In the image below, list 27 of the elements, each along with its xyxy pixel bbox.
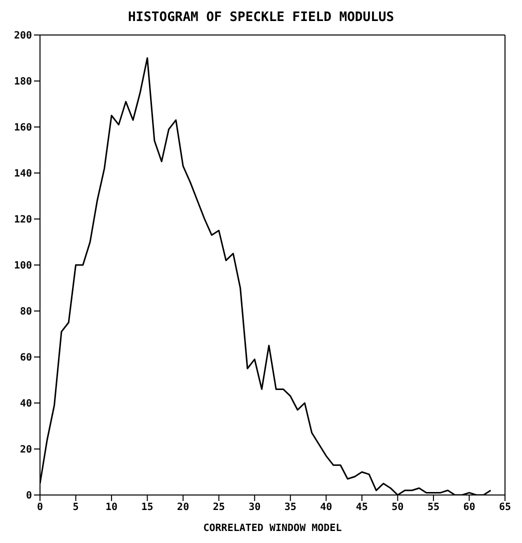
y-tick-label: 40 xyxy=(20,398,32,410)
x-tick-label: 50 xyxy=(392,502,404,514)
y-tick-label: 160 xyxy=(14,122,32,134)
x-tick-label: 5 xyxy=(72,502,79,514)
x-tick-label: 60 xyxy=(463,502,476,514)
x-tick-label: 55 xyxy=(427,502,440,514)
y-tick-label: 0 xyxy=(26,490,32,502)
x-tick-label: 40 xyxy=(320,502,332,514)
x-axis-title: CORRELATED WINDOW MODEL xyxy=(203,523,342,534)
x-tick-label: 20 xyxy=(177,502,190,514)
x-tick-label: 0 xyxy=(36,502,44,514)
y-tick-label: 200 xyxy=(14,30,32,42)
x-tick-label: 45 xyxy=(356,502,368,514)
x-tick-label: 35 xyxy=(284,502,296,514)
y-tick-label: 60 xyxy=(20,352,32,364)
y-tick-label: 80 xyxy=(20,306,32,318)
x-tick-label: 15 xyxy=(141,502,154,514)
x-tick-label: 10 xyxy=(106,502,118,514)
x-tick-label: 65 xyxy=(498,502,512,514)
y-tick-label: 120 xyxy=(14,214,32,226)
y-tick-label: 180 xyxy=(14,76,32,88)
y-tick-label: 20 xyxy=(20,444,32,456)
x-tick-label: 30 xyxy=(248,502,261,514)
y-tick-label: 100 xyxy=(14,260,32,272)
y-tick-label: 140 xyxy=(14,168,32,180)
x-tick-label: 25 xyxy=(212,502,225,514)
chart-title: HISTOGRAM OF SPECKLE FIELD MODULUS xyxy=(126,9,396,27)
